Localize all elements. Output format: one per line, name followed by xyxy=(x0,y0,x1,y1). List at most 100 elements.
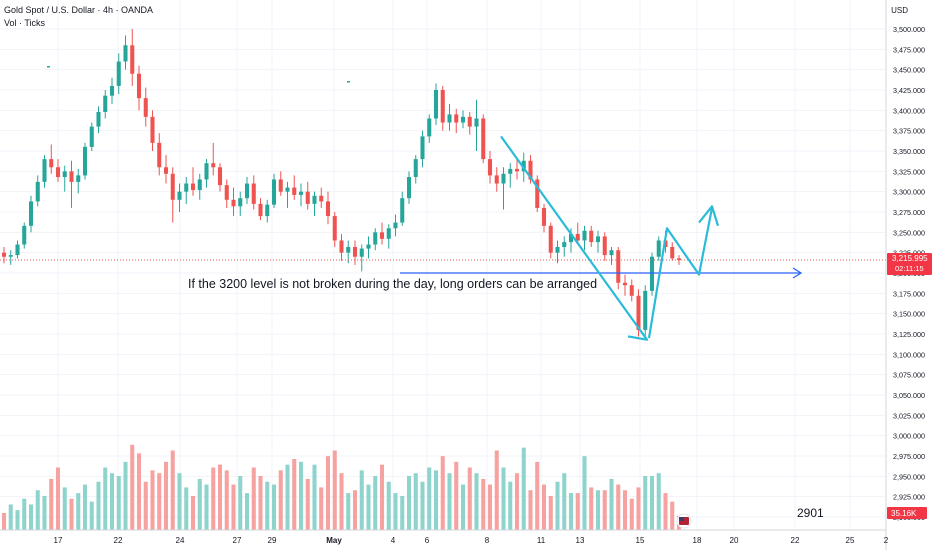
volume-bar[interactable] xyxy=(157,473,162,530)
volume-bar[interactable] xyxy=(123,461,128,530)
volume-bar[interactable] xyxy=(629,498,634,530)
volume-bar[interactable] xyxy=(265,481,270,530)
candle[interactable] xyxy=(130,45,135,74)
candle[interactable] xyxy=(298,191,304,195)
candle[interactable] xyxy=(89,126,94,147)
candle[interactable] xyxy=(568,233,574,243)
candle[interactable] xyxy=(103,95,108,112)
candle[interactable] xyxy=(636,295,641,330)
volume-bar[interactable] xyxy=(170,450,175,530)
volume-bar[interactable] xyxy=(184,487,189,530)
uptrend-arrow-line[interactable] xyxy=(647,207,714,339)
candle[interactable] xyxy=(109,85,115,96)
candle[interactable] xyxy=(278,179,283,192)
candle[interactable] xyxy=(541,207,547,226)
volume-bar[interactable] xyxy=(285,464,290,530)
volume-bar[interactable] xyxy=(116,476,121,530)
volume-bar[interactable] xyxy=(278,470,283,530)
volume-bar[interactable] xyxy=(359,470,364,530)
volume-bar[interactable] xyxy=(481,478,486,530)
volume-bar[interactable] xyxy=(508,481,513,530)
candle[interactable] xyxy=(535,179,540,208)
volume-bar[interactable] xyxy=(325,456,331,530)
candle[interactable] xyxy=(501,173,506,184)
volume-bar[interactable] xyxy=(238,476,243,530)
candle[interactable] xyxy=(643,290,648,330)
volume-bar[interactable] xyxy=(55,467,61,530)
candle[interactable] xyxy=(150,116,155,143)
candle[interactable] xyxy=(157,142,162,168)
volume-bar[interactable] xyxy=(555,481,560,530)
volume-bar[interactable] xyxy=(298,461,304,530)
candle[interactable] xyxy=(602,236,607,256)
candle[interactable] xyxy=(413,159,418,178)
volume-bar[interactable] xyxy=(433,470,439,530)
volume-bar[interactable] xyxy=(109,473,115,530)
volume-bar[interactable] xyxy=(258,476,263,530)
candle[interactable] xyxy=(265,204,270,217)
volume-bar[interactable] xyxy=(379,464,385,530)
volume-bar[interactable] xyxy=(224,470,229,530)
volume-bar[interactable] xyxy=(602,490,607,530)
volume-bar[interactable] xyxy=(582,456,587,530)
candle[interactable] xyxy=(386,228,391,239)
volume-bar[interactable] xyxy=(62,487,67,530)
candle[interactable] xyxy=(508,168,513,174)
candle[interactable] xyxy=(332,216,337,241)
price-axis[interactable] xyxy=(886,0,932,550)
candle[interactable] xyxy=(514,168,520,172)
candle[interactable] xyxy=(15,244,20,256)
volume-bar[interactable] xyxy=(251,467,256,530)
volume-bar[interactable] xyxy=(136,453,142,530)
volume-bar[interactable] xyxy=(656,473,661,530)
candle[interactable] xyxy=(55,167,61,178)
candle[interactable] xyxy=(217,167,223,186)
volume-bar[interactable] xyxy=(103,467,108,530)
candle[interactable] xyxy=(379,232,385,239)
candle[interactable] xyxy=(359,248,364,257)
volume-bar[interactable] xyxy=(89,501,94,530)
volume-bar[interactable] xyxy=(541,484,547,530)
volume-bar[interactable] xyxy=(15,510,20,530)
volume-bar[interactable] xyxy=(1,512,7,530)
candle[interactable] xyxy=(184,183,189,192)
volume-bar[interactable] xyxy=(643,476,648,530)
volume-bar[interactable] xyxy=(69,498,74,530)
volume-bar[interactable] xyxy=(589,487,594,530)
candle[interactable] xyxy=(406,177,412,199)
volume-bar[interactable] xyxy=(670,501,675,530)
candle[interactable] xyxy=(292,187,297,195)
volume-bar[interactable] xyxy=(622,490,628,530)
candle[interactable] xyxy=(676,258,682,260)
volume-bar[interactable] xyxy=(609,478,614,530)
volume-bar[interactable] xyxy=(454,461,459,530)
volume-bar[interactable] xyxy=(76,493,81,530)
candle[interactable] xyxy=(494,175,499,184)
volume-bar[interactable] xyxy=(535,461,540,530)
volume-bar[interactable] xyxy=(501,467,506,530)
volume-bar[interactable] xyxy=(636,487,641,530)
candle[interactable] xyxy=(339,240,344,253)
volume-bar[interactable] xyxy=(211,467,216,530)
candle[interactable] xyxy=(589,230,594,243)
candle[interactable] xyxy=(62,171,67,178)
volume-bar[interactable] xyxy=(332,450,337,530)
candle[interactable] xyxy=(420,136,425,160)
volume-bar[interactable] xyxy=(420,481,425,530)
volume-bar[interactable] xyxy=(271,484,277,530)
candle[interactable] xyxy=(224,185,229,200)
volume-bar[interactable] xyxy=(96,481,101,530)
candle[interactable] xyxy=(1,252,7,257)
volume-bar[interactable] xyxy=(386,481,391,530)
candle[interactable] xyxy=(312,195,317,204)
volume-bar[interactable] xyxy=(528,490,533,530)
candle[interactable] xyxy=(400,198,405,223)
candle[interactable] xyxy=(305,191,310,204)
volume-bar[interactable] xyxy=(440,456,445,530)
candle[interactable] xyxy=(42,159,47,182)
candle[interactable] xyxy=(22,225,27,245)
volume-bar[interactable] xyxy=(487,484,493,530)
candle[interactable] xyxy=(575,233,580,241)
volume-bar[interactable] xyxy=(568,493,574,530)
volume-bar[interactable] xyxy=(312,464,317,530)
